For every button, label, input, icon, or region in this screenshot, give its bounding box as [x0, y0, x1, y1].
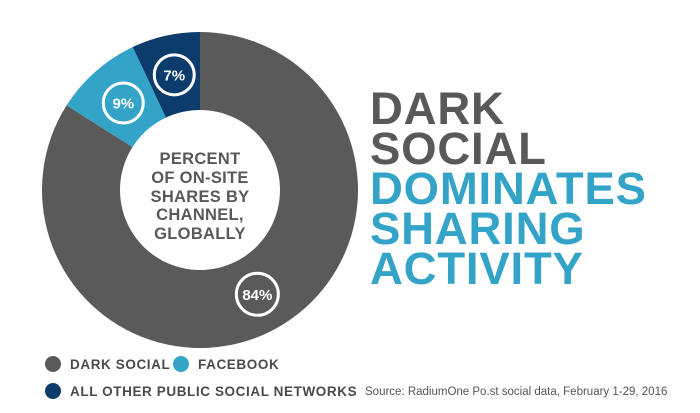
- data-badge: [234, 271, 280, 317]
- data-badge: [152, 53, 196, 97]
- center-label: PERCENT OF ON-SITE SHARES BY CHANNEL, GL…: [150, 150, 250, 244]
- donut-slice-dark-social: [41, 32, 358, 348]
- headline: DARK SOCIAL DOMINATES SHARING ACTIVITY: [370, 83, 647, 294]
- legend-swatch: [173, 356, 189, 372]
- data-label: 7%: [163, 67, 185, 84]
- headline-line: SOCIAL: [370, 123, 547, 174]
- headline-line: ACTIVITY: [370, 243, 584, 294]
- headline-line: DOMINATES: [370, 163, 647, 214]
- data-badge: [101, 81, 145, 125]
- legend-label: FACEBOOK: [198, 356, 280, 372]
- legend-swatch: [45, 383, 61, 399]
- data-label: 9%: [112, 95, 134, 112]
- legend-item-dark-social: DARK SOCIAL: [45, 356, 170, 372]
- headline-line: DARK: [370, 83, 505, 134]
- legend-item-facebook: FACEBOOK: [173, 356, 279, 372]
- source-note: Source: RadiumOne Po.st social data, Feb…: [365, 386, 668, 398]
- legend-item-other-networks: ALL OTHER PUBLIC SOCIAL NETWORKS: [45, 383, 357, 399]
- legend-label: ALL OTHER PUBLIC SOCIAL NETWORKS: [70, 383, 358, 399]
- data-label: 84%: [242, 287, 272, 304]
- headline-line: SHARING: [370, 203, 586, 254]
- legend-label: DARK SOCIAL: [70, 356, 171, 372]
- legend-swatch: [45, 356, 61, 372]
